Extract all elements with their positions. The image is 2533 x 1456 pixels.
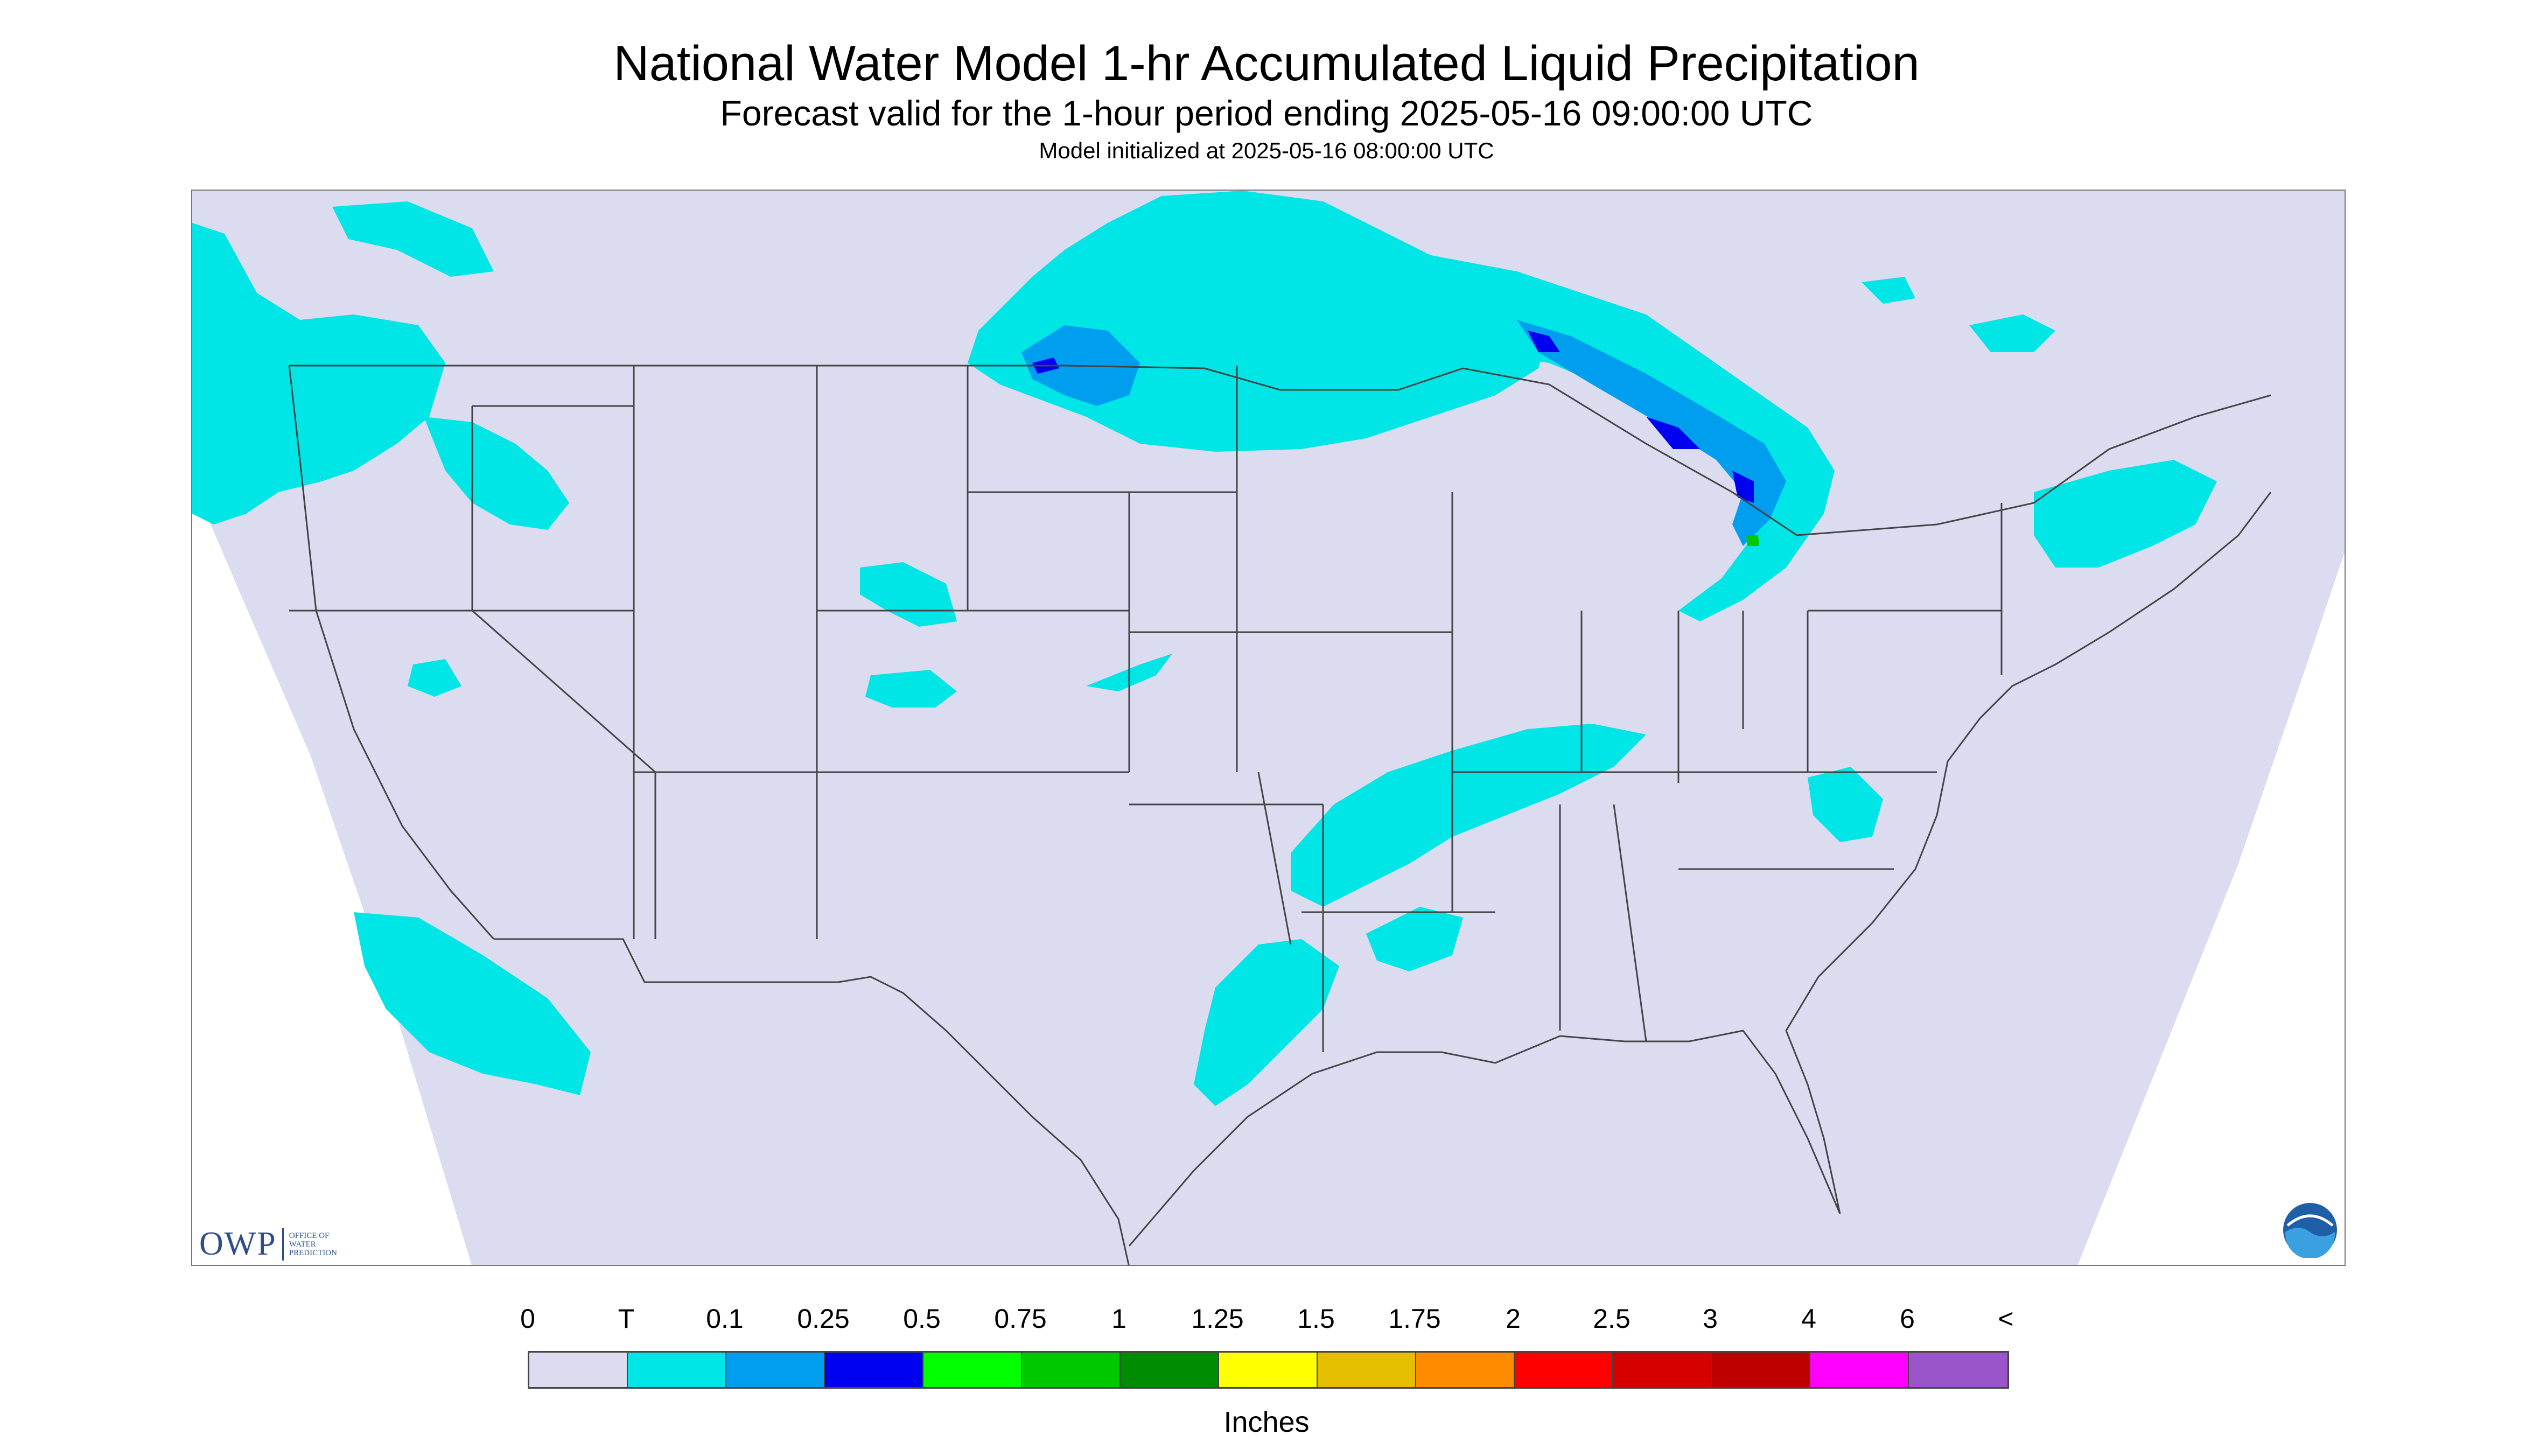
owp-logo-subtext: OFFICE OF WATER PREDICTION [289,1231,337,1257]
west-coast [288,365,495,940]
legend-swatch-14 [1909,1353,2007,1387]
legend-label-12: 3 [1703,1304,1718,1334]
noaa-logo-wave [2285,1228,2335,1258]
legend-swatch-1 [628,1353,726,1387]
precipitation-map [192,191,2345,1265]
noaa-logo-arc [2286,1214,2334,1227]
legend-swatch-7 [1219,1353,1318,1387]
legend-swatch-11 [1613,1353,1712,1387]
legend-label-3: 0.25 [797,1304,850,1334]
legend-label-5: 0.75 [994,1304,1047,1334]
legend-label-14: 6 [1900,1304,1915,1334]
legend-label-9: 1.75 [1388,1304,1441,1334]
owp-logo-line-2: WATER [289,1240,316,1249]
owp-logo-line-1: OFFICE OF [289,1231,330,1240]
state-lines-west [289,366,1237,939]
chart-title: National Water Model 1-hr Accumulated Li… [613,36,1920,91]
legend-swatch-6 [1121,1353,1219,1387]
legend-label-6: 1 [1111,1304,1126,1334]
us-canada-border [289,365,2271,536]
legend-swatch-8 [1318,1353,1416,1387]
legend-swatch-12 [1712,1353,1810,1387]
noaa-logo [2283,1203,2337,1258]
precip-area-canada-west [332,201,494,277]
precip-area-ohio-valley [1291,724,1646,907]
legend-swatch-10 [1515,1353,1613,1387]
state-lines-east [1580,503,2003,870]
precip-area-colorado [865,670,957,708]
legend-label-13: 4 [1801,1304,1816,1334]
state-lines-central [1129,366,1808,1052]
precipitation-areas [192,191,2217,1106]
legend-label-2: 0.1 [706,1304,744,1334]
precip-area-canada-east [1862,277,2055,352]
legend-swatch-5 [1022,1353,1121,1387]
legend-label-10: 2 [1506,1304,1521,1334]
legend-label-11: 2.5 [1593,1304,1631,1334]
legend-label-0: 0 [520,1304,535,1334]
owp-logo-divider [282,1228,284,1261]
precip-area-great-lakes-light [1517,320,1786,546]
chart-subtitle: Forecast valid for the 1-hour period end… [720,93,1813,133]
legend-colorbar [528,1351,2009,1389]
legend-label-1: T [618,1304,635,1334]
owp-logo-line-3: PREDICTION [289,1248,337,1257]
legend-swatch-13 [1810,1353,1909,1387]
legend-units: Inches [1223,1406,1310,1438]
precip-area-idaho [424,417,569,530]
precip-area-lower-mississippi [1366,907,1463,971]
legend-swatch-3 [825,1353,923,1387]
model-init-time: Model initialized at 2025-05-16 08:00:00… [1039,138,1494,163]
legend-label-8: 1.5 [1297,1304,1335,1334]
owp-logo: OWP OFFICE OF WATER PREDICTION [199,1225,337,1263]
precip-area-nevada [408,659,461,697]
precip-area-northeast [2034,460,2217,568]
precip-area-great-lakes [1285,255,1835,621]
legend-swatch-9 [1416,1353,1515,1387]
precip-area-pnw [192,223,445,524]
legend-swatch-2 [726,1353,825,1387]
east-coast [1785,492,2272,1214]
precip-area-baja [354,912,591,1095]
map-panel [191,190,2346,1266]
gulf-coast [1128,1030,1841,1247]
owp-logo-text: OWP [199,1226,277,1262]
legend-labels: 0 T 0.1 0.25 0.5 0.75 1 1.25 1.5 1.75 2 2.5 3 4 6 < [0,1303,2533,1341]
legend-swatch-4 [923,1353,1022,1387]
legend-label-15: < [1998,1304,2014,1334]
legend-label-4: 0.5 [903,1304,941,1334]
us-mexico-border [494,938,1130,1265]
precip-area-great-lakes-heavy [1528,331,1754,503]
precip-area-atlantic [1808,767,1883,842]
precip-area-texas [1194,939,1339,1106]
legend-swatch-0 [529,1353,628,1387]
state-boundaries [288,365,2272,1265]
legend-label-7: 1.25 [1191,1304,1244,1334]
precip-area-peak [1746,535,1759,546]
